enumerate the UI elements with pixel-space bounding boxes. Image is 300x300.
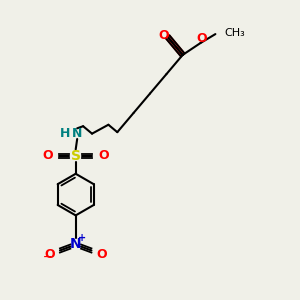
Text: O: O bbox=[44, 248, 55, 260]
Text: O: O bbox=[43, 149, 53, 162]
Text: O: O bbox=[197, 32, 207, 45]
Text: H: H bbox=[60, 127, 70, 140]
Text: N: N bbox=[70, 237, 82, 250]
Text: −: − bbox=[43, 252, 52, 262]
Text: O: O bbox=[97, 248, 107, 260]
Text: +: + bbox=[78, 233, 86, 243]
Text: S: S bbox=[71, 149, 81, 163]
Text: CH₃: CH₃ bbox=[224, 28, 245, 38]
Text: O: O bbox=[158, 29, 169, 42]
Text: N: N bbox=[72, 127, 83, 140]
Text: O: O bbox=[98, 149, 109, 162]
